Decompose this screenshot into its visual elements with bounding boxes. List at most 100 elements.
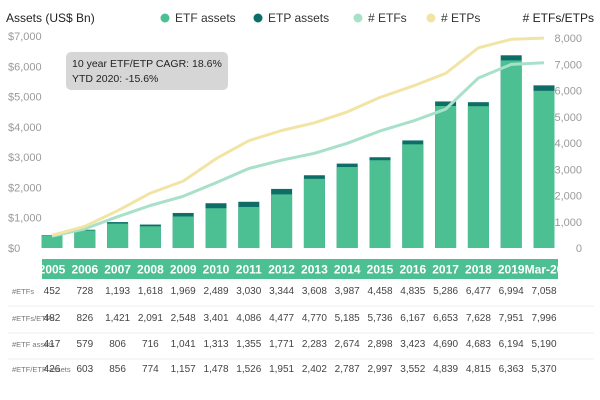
bar-etf-assets xyxy=(271,194,293,248)
table-cell: 716 xyxy=(142,339,159,350)
annotation-line-2: YTD 2020: -15.6% xyxy=(72,73,158,85)
bar-etf-assets xyxy=(402,144,424,248)
table-cell: 2,489 xyxy=(203,286,228,297)
bar-etf-assets xyxy=(467,106,489,248)
year-label: 2017 xyxy=(432,263,459,277)
table-row-label: #ETF assets xyxy=(12,340,54,349)
year-label: 2007 xyxy=(104,263,131,277)
left-tick-label: $1,000 xyxy=(8,213,42,225)
legend-swatch-etp-assets xyxy=(253,13,263,23)
table-cell: 1,157 xyxy=(171,364,196,375)
table-cell: 6,994 xyxy=(499,286,524,297)
legend-swatch-etf-assets xyxy=(160,13,170,23)
bar-etf-assets xyxy=(303,178,325,248)
year-label: Mar-20 xyxy=(525,263,564,277)
bar-etf-assets xyxy=(238,206,260,248)
table-cell: 579 xyxy=(76,339,93,350)
annotation-box xyxy=(66,52,228,90)
table-cell: 1,526 xyxy=(236,364,261,375)
table-cell: 1,355 xyxy=(236,339,261,350)
bar-etf-assets xyxy=(139,226,161,248)
table-cell: 5,185 xyxy=(335,313,360,324)
right-tick-label: 1,000 xyxy=(554,217,582,229)
table-cell: 5,736 xyxy=(367,313,392,324)
data-table: #ETFs 452 728 1,193 1,618 1,969 2,489 3,030 3,34… xyxy=(8,286,594,375)
legend-label-etp-assets: ETP assets xyxy=(268,11,329,25)
bar-etf-assets xyxy=(107,223,129,248)
table-cell: 4,835 xyxy=(400,286,425,297)
right-tick-label: 8,000 xyxy=(554,33,582,45)
table-cell: 7,058 xyxy=(531,286,556,297)
annotation-line-1: 10 year ETF/ETP CAGR: 18.6% xyxy=(72,58,222,70)
table-cell: 774 xyxy=(142,364,159,375)
table-cell: 6,194 xyxy=(499,339,524,350)
left-axis-title: Assets (US$ Bn) xyxy=(6,11,95,25)
left-tick-label: $3,000 xyxy=(8,152,42,164)
right-tick-label: 6,000 xyxy=(554,86,582,98)
table-row-label: #ETFs xyxy=(12,287,34,296)
bar-etf-assets xyxy=(533,90,555,249)
table-cell: 856 xyxy=(109,364,126,375)
bar-etf-assets xyxy=(172,216,194,248)
table-cell: 1,618 xyxy=(138,286,163,297)
table-cell: 826 xyxy=(76,313,93,324)
table-cell: 4,477 xyxy=(269,313,294,324)
left-tick-label: $5,000 xyxy=(8,92,42,104)
line-etfs xyxy=(51,61,545,238)
bar-etf-assets xyxy=(74,230,96,248)
left-tick-label: $4,000 xyxy=(8,122,42,134)
table-cell: 452 xyxy=(44,286,61,297)
table-cell: 2,283 xyxy=(302,339,327,350)
table-cell: 1,193 xyxy=(105,286,130,297)
left-tick-label: $6,000 xyxy=(8,61,42,73)
table-cell: 4,086 xyxy=(236,313,261,324)
table-cell: 5,370 xyxy=(531,364,556,375)
year-label: 2005 xyxy=(39,263,66,277)
table-cell: 6,477 xyxy=(466,286,491,297)
table-cell: 417 xyxy=(44,339,61,350)
table-cell: 7,996 xyxy=(531,313,556,324)
year-label: 2015 xyxy=(367,263,394,277)
table-cell: 6,167 xyxy=(400,313,425,324)
year-labels: 2005 2006 2007 2008 2009 2010 2011 2012 2013 2014… xyxy=(39,263,564,277)
table-cell: 4,815 xyxy=(466,364,491,375)
table-cell: 806 xyxy=(109,339,126,350)
table-cell: 3,030 xyxy=(236,286,261,297)
table-cell: 3,608 xyxy=(302,286,327,297)
bar-etf-assets xyxy=(336,167,358,248)
year-label: 2006 xyxy=(71,263,98,277)
year-label: 2008 xyxy=(137,263,164,277)
table-cell: 728 xyxy=(76,286,93,297)
table-cell: 603 xyxy=(76,364,93,375)
table-cell: 426 xyxy=(44,364,61,375)
bar-etf-assets xyxy=(435,105,457,249)
right-tick-label: 3,000 xyxy=(554,164,582,176)
table-cell: 2,997 xyxy=(367,364,392,375)
table-cell: 4,770 xyxy=(302,313,327,324)
table-cell: 7,951 xyxy=(499,313,524,324)
line-etps xyxy=(51,36,545,237)
table-cell: 482 xyxy=(44,313,61,324)
legend-swatch-etps xyxy=(426,13,436,23)
bar-etf-assets xyxy=(41,235,63,248)
table-cell: 7,628 xyxy=(466,313,491,324)
year-band xyxy=(42,259,558,279)
table-cell: 1,771 xyxy=(269,339,294,350)
table-row-label: #ETFs/ETPs xyxy=(12,314,55,323)
table-cell: 3,344 xyxy=(269,286,294,297)
bar-etf-assets xyxy=(369,160,391,248)
bars xyxy=(41,55,555,249)
table-cell: 2,898 xyxy=(367,339,392,350)
table-cell: 6,363 xyxy=(499,364,524,375)
left-tick-label: $7,000 xyxy=(8,31,42,43)
table-cell: 2,787 xyxy=(335,364,360,375)
series-lines xyxy=(51,36,545,238)
left-axis-ticks: $0 $1,000 $2,000 $3,000 $4,000 $5,000 $6,000 $7… xyxy=(8,31,42,255)
legend-swatch-etfs xyxy=(353,13,363,23)
table-cell: 1,478 xyxy=(203,364,228,375)
table-cell: 4,690 xyxy=(433,339,458,350)
table-cell: 3,552 xyxy=(400,364,425,375)
table-cell: 5,190 xyxy=(531,339,556,350)
